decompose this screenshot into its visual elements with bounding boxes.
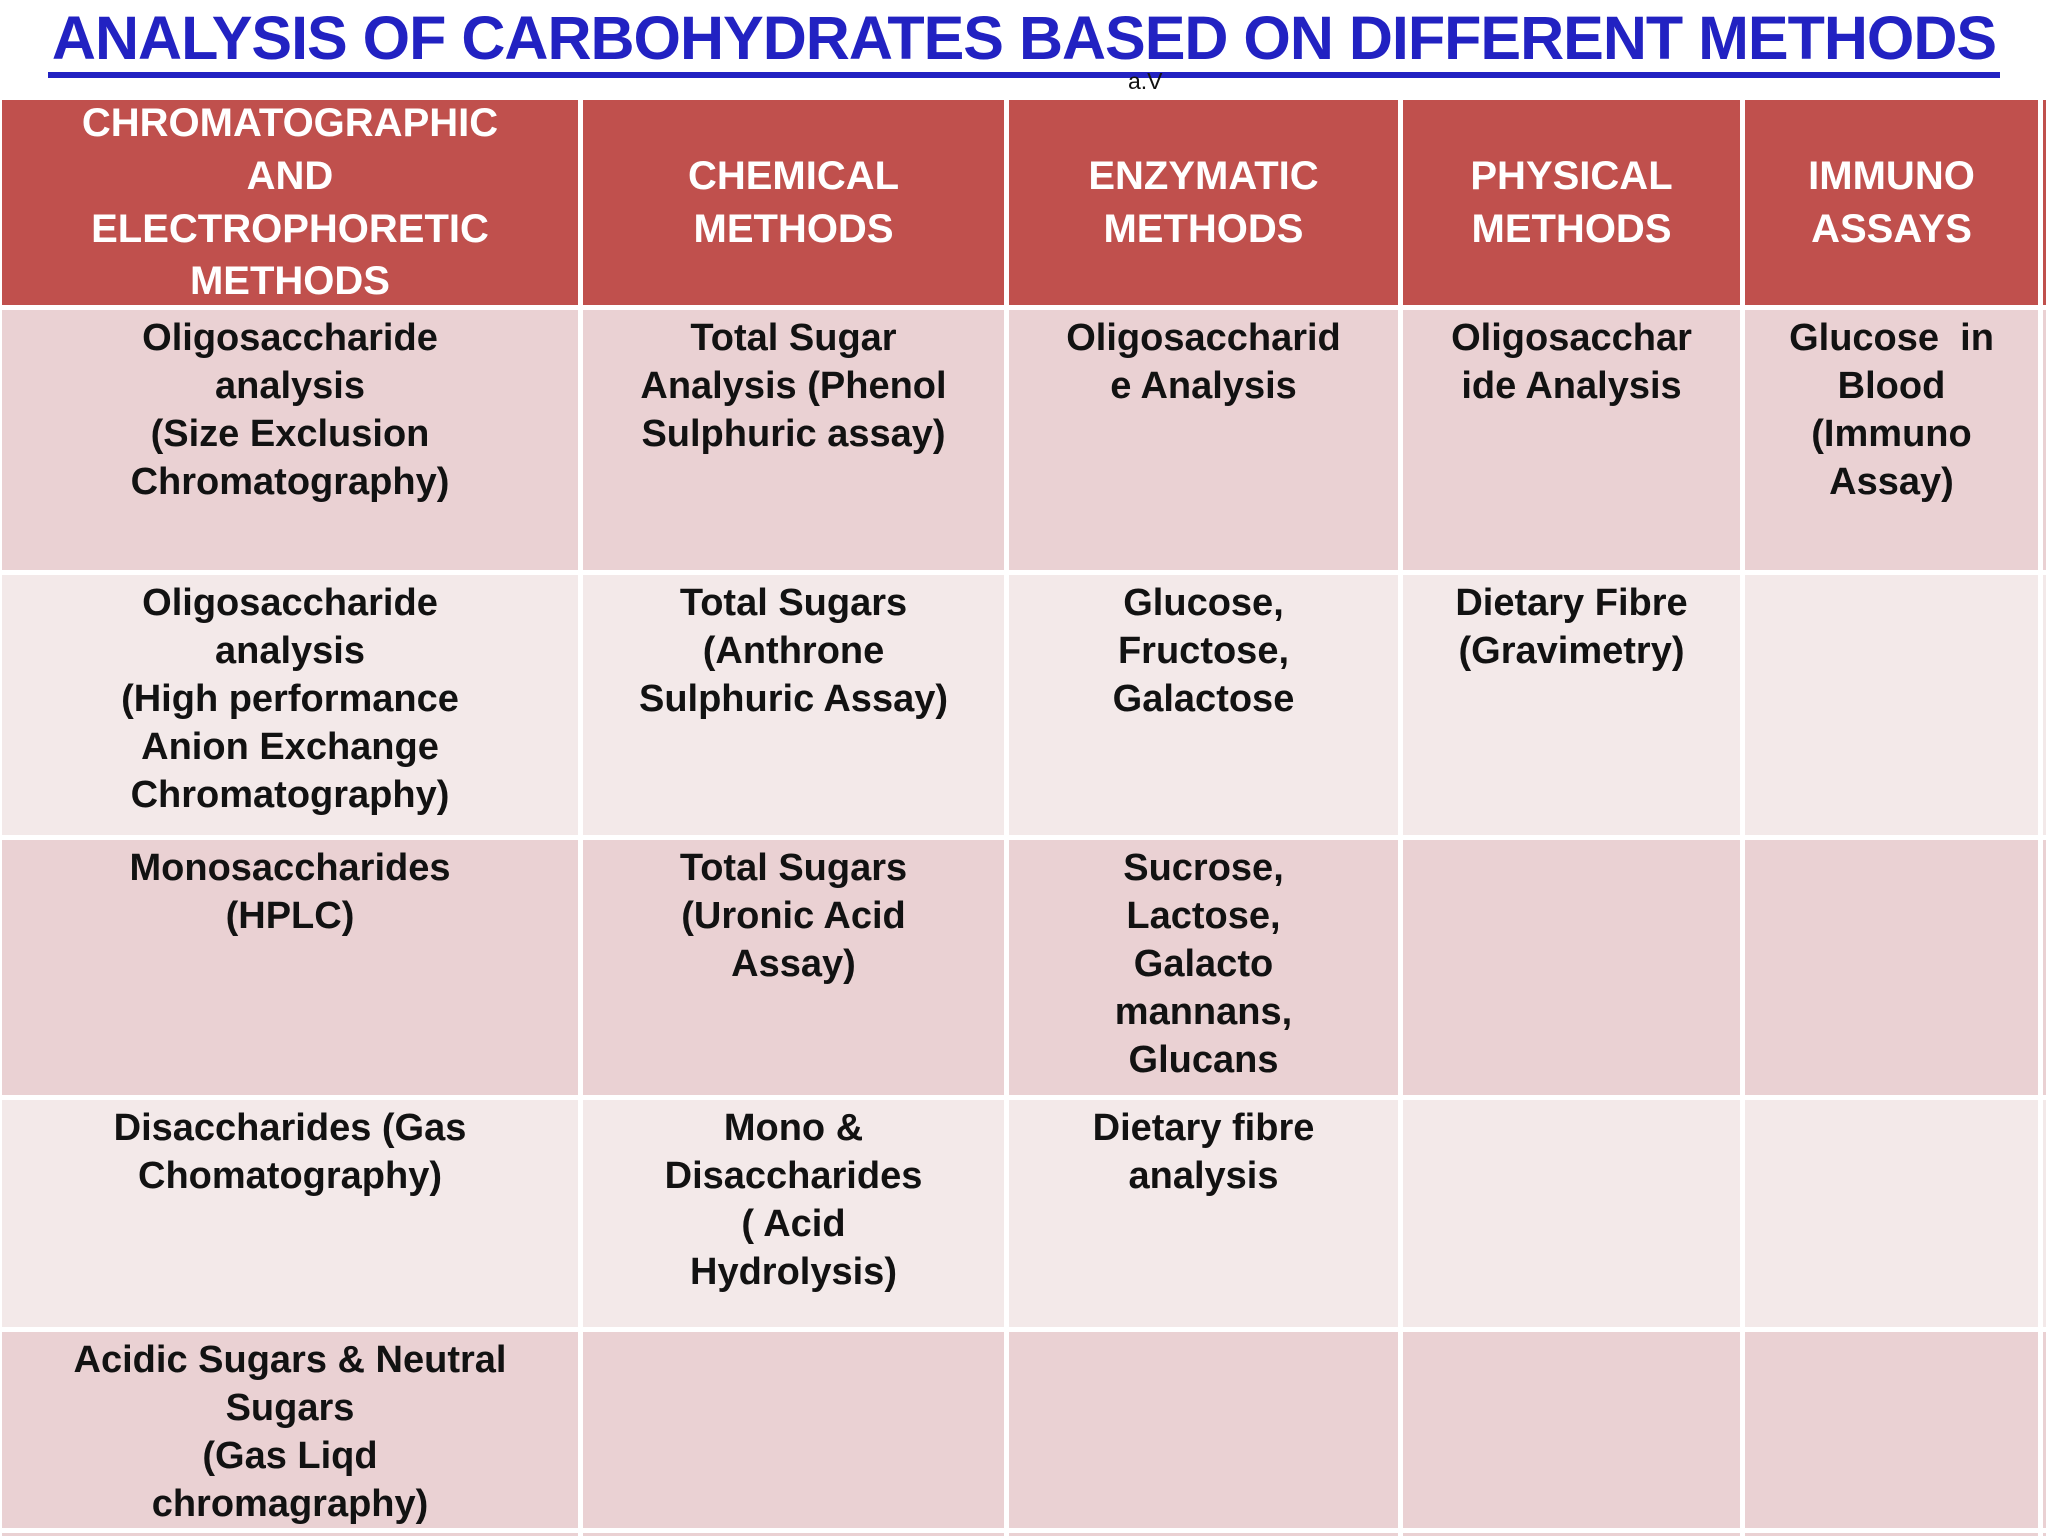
table-cell <box>1403 1100 1740 1327</box>
table-bottom-sliver <box>1403 1533 1740 1536</box>
table-cell <box>1403 840 1740 1095</box>
table-cell: Dietary fibre analysis <box>1009 1100 1398 1327</box>
table-cell: Oligosaccharid e Analysis <box>1009 310 1398 570</box>
table-edge-sliver <box>2043 575 2046 835</box>
table-cell: Total Sugar Analysis (Phenol Sulphuric a… <box>583 310 1004 570</box>
table-cell: Monosaccharides (HPLC) <box>2 840 578 1095</box>
column-header-chromatographic: CHROMATOGRAPHIC AND ELECTROPHORETIC METH… <box>2 100 578 305</box>
table-bottom-sliver <box>1745 1533 2038 1536</box>
table-bottom-sliver <box>2043 1533 2046 1536</box>
table-cell: Total Sugars (Uronic Acid Assay) <box>583 840 1004 1095</box>
table-bottom-sliver <box>2 1533 578 1536</box>
table-bottom-sliver <box>583 1533 1004 1536</box>
column-header-enzymatic: ENZYMATIC METHODS <box>1009 100 1398 305</box>
table-cell <box>1745 1332 2038 1528</box>
table-cell <box>1745 575 2038 835</box>
table-cell: Oligosaccharide analysis (High performan… <box>2 575 578 835</box>
column-header-physical: PHYSICAL METHODS <box>1403 100 1740 305</box>
table-cell <box>1745 840 2038 1095</box>
table-edge-sliver <box>2043 840 2046 1095</box>
table-cell: Mono & Disaccharides ( Acid Hydrolysis) <box>583 1100 1004 1327</box>
table-edge-sliver <box>2043 310 2046 570</box>
table-edge-sliver <box>2043 100 2046 305</box>
table-cell: Disaccharides (Gas Chomatography) <box>2 1100 578 1327</box>
table-cell <box>1403 1332 1740 1528</box>
table-cell: Oligosaccharide analysis (Size Exclusion… <box>2 310 578 570</box>
table-cell <box>1745 1100 2038 1327</box>
table-cell: Acidic Sugars & Neutral Sugars (Gas Liqd… <box>2 1332 578 1528</box>
page-title: ANALYSIS OF CARBOHYDRATES BASED ON DIFFE… <box>47 8 2001 78</box>
table-cell: Dietary Fibre (Gravimetry) <box>1403 575 1740 835</box>
table-edge-sliver <box>2043 1332 2046 1528</box>
table-edge-sliver <box>2043 1100 2046 1327</box>
table-cell <box>1009 1332 1398 1528</box>
table-cell <box>583 1332 1004 1528</box>
table-cell: Oligosacchar ide Analysis <box>1403 310 1740 570</box>
table-bottom-sliver <box>1009 1533 1398 1536</box>
column-header-immuno: IMMUNO ASSAYS <box>1745 100 2038 305</box>
table-cell: Glucose in Blood (Immuno Assay) <box>1745 310 2038 570</box>
table-cell: Glucose, Fructose, Galactose <box>1009 575 1398 835</box>
table-cell: Sucrose, Lactose, Galacto mannans, Gluca… <box>1009 840 1398 1095</box>
title-bar: ANALYSIS OF CARBOHYDRATES BASED ON DIFFE… <box>0 0 2048 100</box>
methods-table: CHROMATOGRAPHIC AND ELECTROPHORETIC METH… <box>2 100 2046 1536</box>
column-header-chemical: CHEMICAL METHODS <box>583 100 1004 305</box>
title-note: a.V <box>1128 68 1163 94</box>
table-cell: Total Sugars (Anthrone Sulphuric Assay) <box>583 575 1004 835</box>
